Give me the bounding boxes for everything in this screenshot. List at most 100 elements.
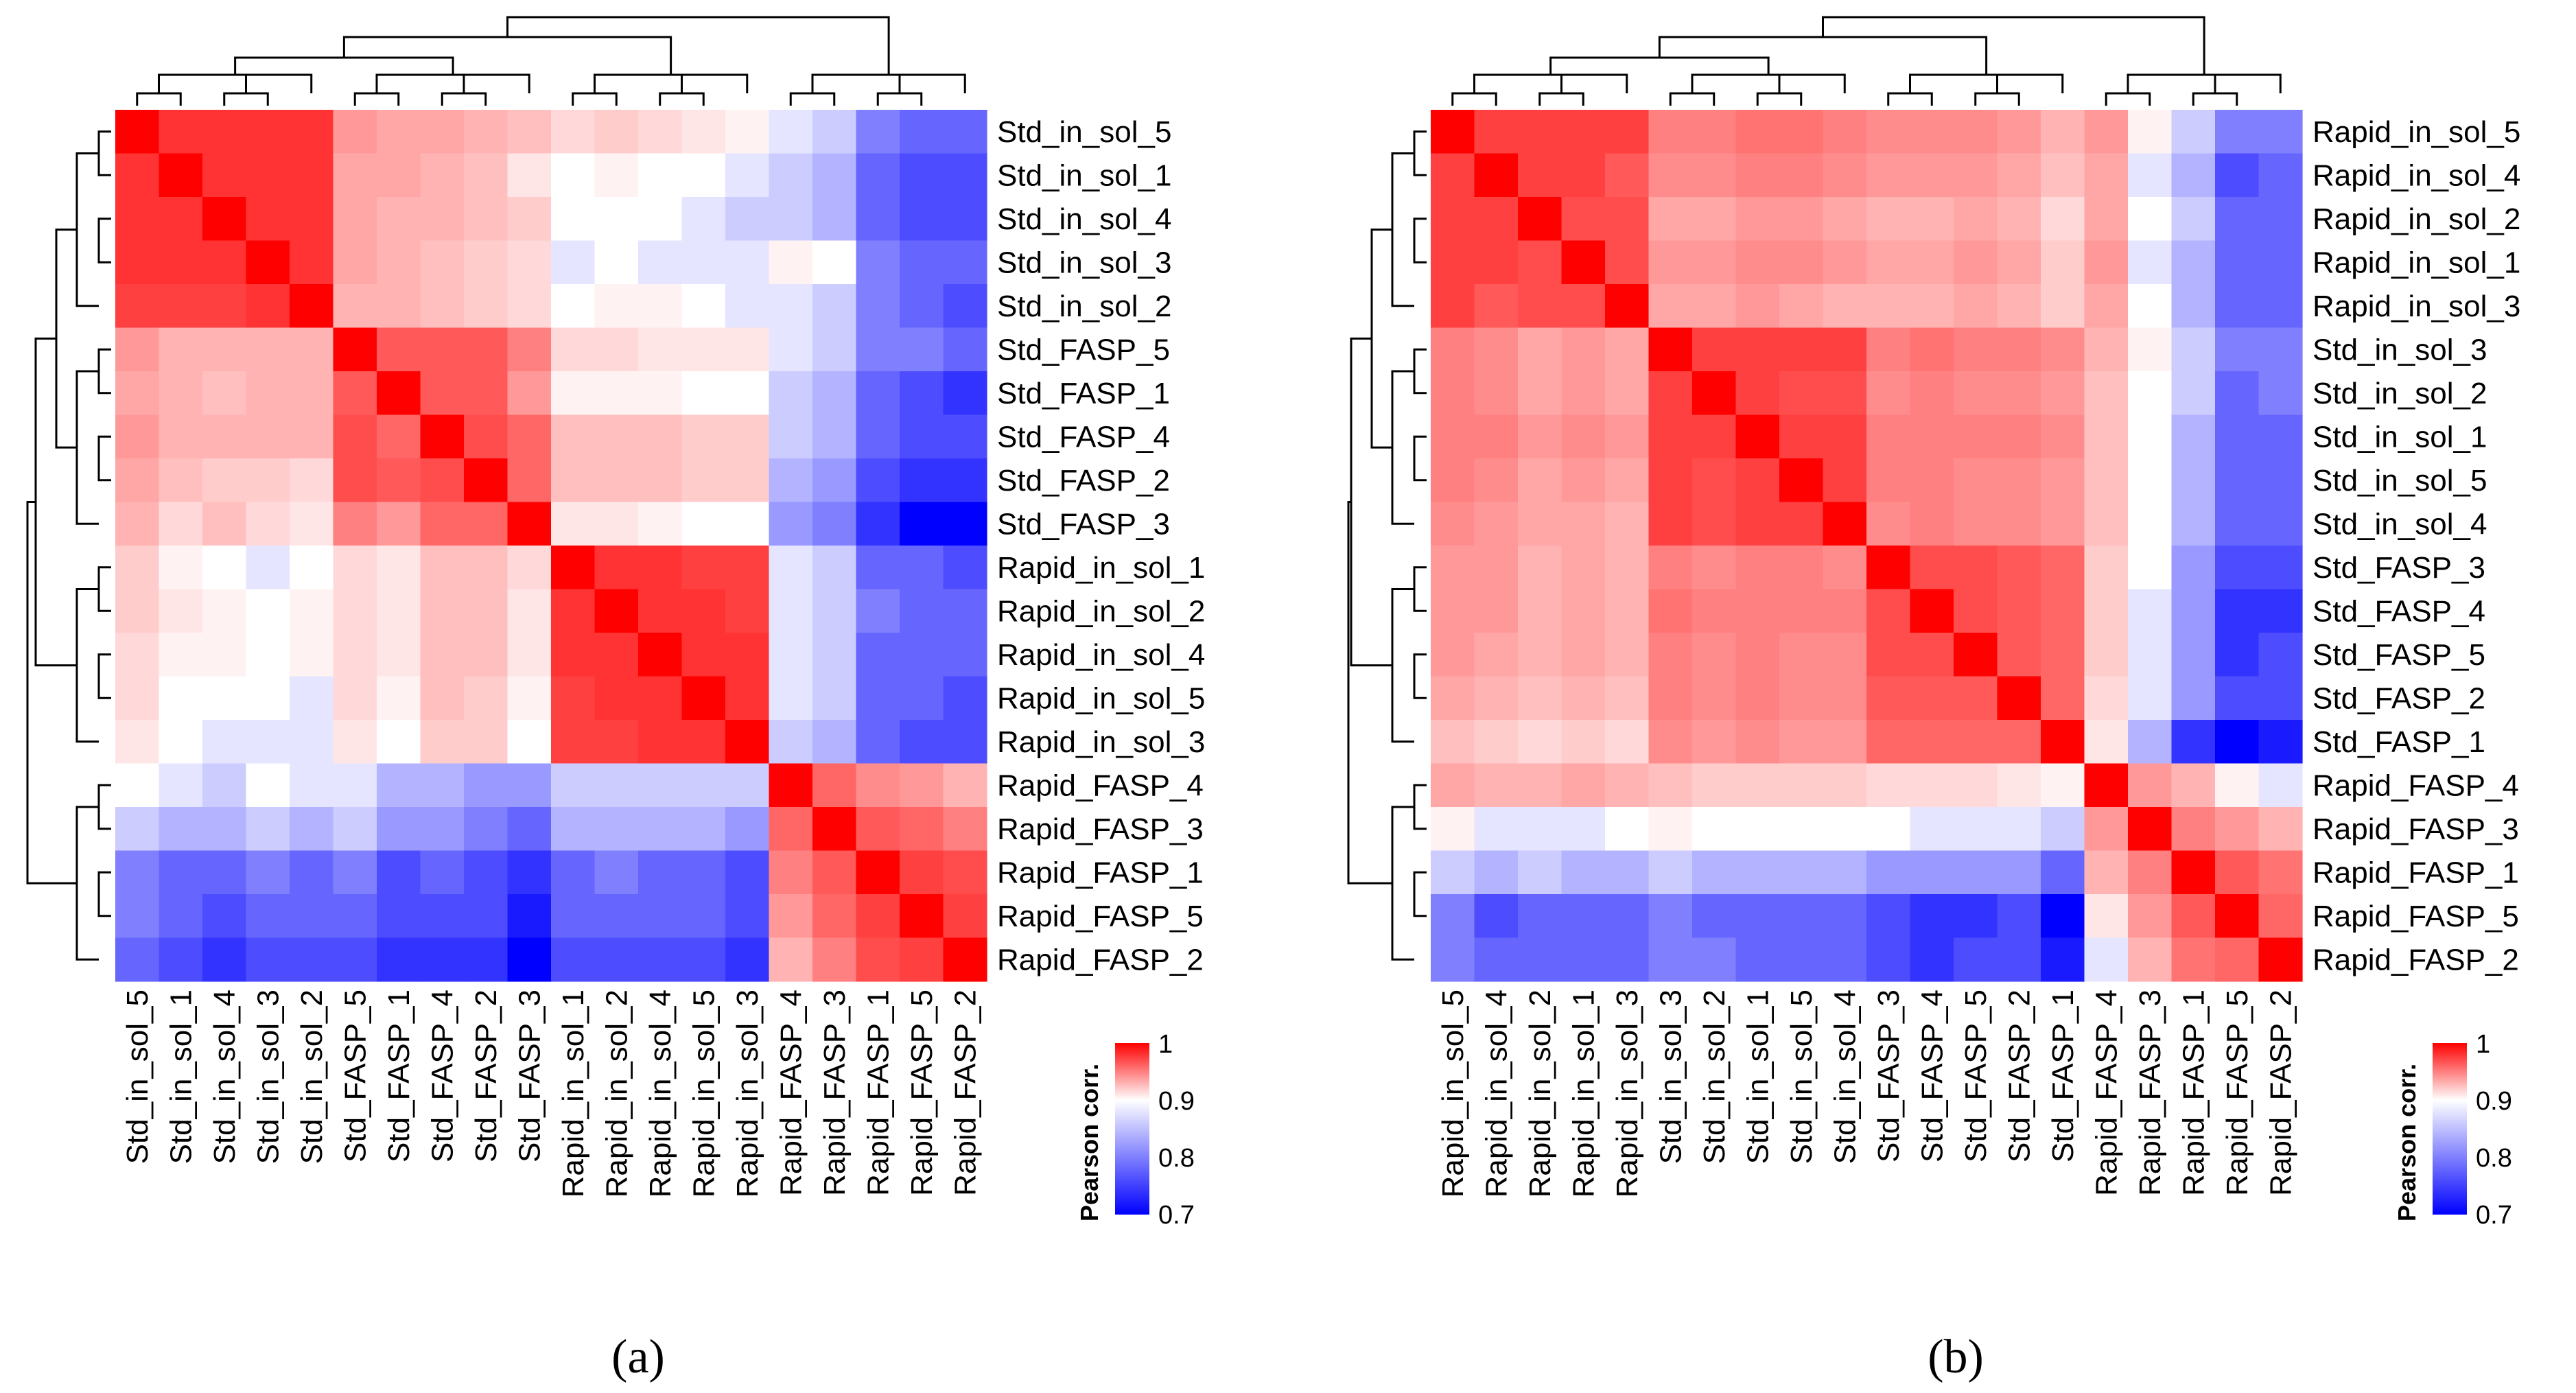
heatmap-cell [377, 894, 421, 939]
heatmap-cell [2041, 240, 2085, 285]
row-label: Std_in_sol_4 [2312, 507, 2487, 541]
heatmap-cell [1779, 197, 1824, 242]
heatmap-cell [1997, 414, 2041, 459]
heatmap-cell [1866, 850, 1911, 895]
heatmap-cell [681, 240, 726, 285]
heatmap-cell [420, 197, 465, 242]
heatmap-cell [1605, 720, 1650, 764]
heatmap-cell [1910, 371, 1954, 416]
heatmap-cell [377, 633, 421, 677]
heatmap-cell [900, 937, 944, 982]
heatmap-cell [115, 937, 160, 982]
heatmap-cell [1954, 850, 1998, 895]
column-label: Rapid_FASP_3 [2133, 990, 2167, 1196]
dendrogram-branch [1413, 566, 1427, 612]
dendrogram-branch [1413, 871, 1427, 917]
heatmap-cell [1605, 414, 1650, 459]
row-label: Std_in_sol_4 [997, 202, 1171, 236]
legend-tick-label: 0.9 [2476, 1087, 2512, 1116]
heatmap-cell [900, 153, 944, 198]
legend-tick-label: 0.8 [2476, 1144, 2512, 1173]
heatmap-cell [1692, 807, 1737, 852]
heatmap-cell [1997, 720, 2041, 764]
heatmap-cell [1605, 633, 1650, 677]
heatmap-cell [1866, 676, 1911, 721]
heatmap-cell [2041, 763, 2085, 808]
heatmap-cell [507, 720, 552, 764]
heatmap-cell [1692, 589, 1737, 633]
heatmap-cell [464, 110, 508, 154]
heatmap-cell [377, 807, 421, 852]
heatmap-cell [333, 502, 377, 546]
heatmap-cell [1910, 197, 1954, 242]
heatmap-cell [1779, 153, 1824, 198]
dendrogram-branch [1691, 73, 1846, 93]
heatmap-cell [594, 633, 639, 677]
heatmap-cell [1954, 633, 1998, 677]
heatmap-cell [1735, 371, 1780, 416]
dendrogram-branch [375, 73, 530, 93]
heatmap-cell [1910, 327, 1954, 372]
heatmap-cell [2041, 633, 2085, 677]
row-label: Std_in_sol_3 [997, 246, 1171, 279]
heatmap-cell [943, 153, 987, 198]
heatmap-cell [812, 937, 857, 982]
heatmap-cell [2215, 197, 2260, 242]
heatmap-cell [1823, 589, 1867, 633]
heatmap-cell [2171, 110, 2216, 154]
heatmap-cell [1954, 720, 1998, 764]
heatmap-cell [2084, 110, 2129, 154]
column-label: Std_in_sol_3 [1654, 990, 1687, 1164]
heatmap-cell [551, 327, 596, 372]
heatmap-cell [202, 502, 247, 546]
row-label: Std_FASP_4 [997, 420, 1170, 454]
heatmap-cell [2084, 502, 2129, 546]
heatmap-cell [420, 676, 465, 721]
heatmap-cell [1735, 502, 1780, 546]
heatmap-cell [2258, 327, 2303, 372]
column-label: Rapid_in_sol_1 [557, 990, 590, 1197]
heatmap-cell [1518, 327, 1562, 372]
heatmap-cell [464, 807, 508, 852]
row-label: Rapid_in_sol_5 [997, 681, 1205, 715]
heatmap-cell [1779, 850, 1824, 895]
heatmap-cell [290, 633, 334, 677]
heatmap-cell [420, 110, 465, 154]
heatmap-cell [159, 633, 203, 677]
heatmap-cell [2171, 937, 2216, 982]
heatmap-cell [290, 546, 334, 590]
heatmap-cell [1431, 807, 1475, 852]
row-dendrogram [1347, 130, 1427, 961]
heatmap-cell [1474, 153, 1519, 198]
heatmap-cell [1474, 807, 1519, 852]
heatmap-cell [290, 937, 334, 982]
heatmap-cell [725, 240, 770, 285]
heatmap-cell [638, 110, 683, 154]
dendrogram-branch [1413, 653, 1427, 699]
heatmap-cell [900, 807, 944, 852]
column-label: Std_in_sol_3 [251, 990, 285, 1164]
heatmap-cell [1561, 458, 1606, 503]
heatmap-cell [1605, 850, 1650, 895]
row-label: Rapid_FASP_5 [2312, 900, 2519, 933]
heatmap-cell [856, 153, 900, 198]
heatmap-cell [638, 284, 683, 329]
heatmap-cell [290, 676, 334, 721]
heatmap-cell [769, 414, 813, 459]
heatmap-cell [681, 937, 726, 982]
heatmap-cell [464, 284, 508, 329]
column-label: Rapid_in_sol_2 [1523, 990, 1557, 1197]
heatmap-cell [333, 327, 377, 372]
dendrogram-branch [811, 73, 966, 93]
heatmap-cell [1431, 110, 1475, 154]
heatmap-cell [856, 763, 900, 808]
heatmap-cell [290, 240, 334, 285]
heatmap-cell [2084, 327, 2129, 372]
column-label: Rapid_FASP_1 [2177, 990, 2210, 1196]
heatmap-cell [2258, 284, 2303, 329]
heatmap-cell [507, 110, 552, 154]
dendrogram-branch [75, 370, 99, 525]
heatmap-cell [2171, 371, 2216, 416]
heatmap-cell [1561, 327, 1606, 372]
heatmap-cell [681, 763, 726, 808]
